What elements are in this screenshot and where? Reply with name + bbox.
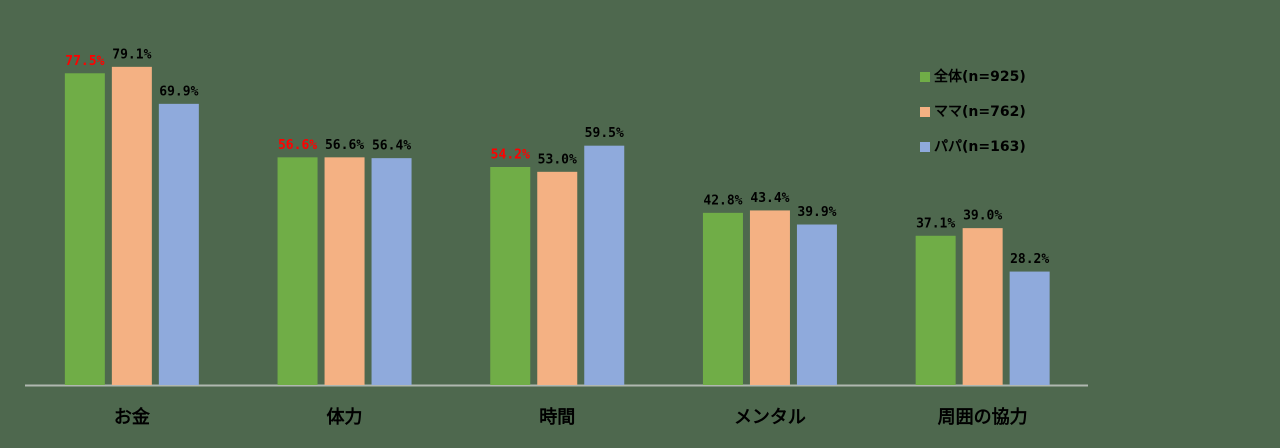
- bar: [490, 166, 531, 385]
- value-label: 39.0%: [963, 209, 1002, 224]
- value-label: 56.6%: [278, 138, 317, 153]
- value-label: 69.9%: [159, 84, 198, 99]
- bar: [962, 228, 1003, 385]
- value-label: 54.2%: [491, 147, 530, 162]
- bar: [1009, 271, 1050, 385]
- bar: [64, 73, 105, 386]
- value-label: 28.2%: [1010, 252, 1049, 267]
- value-label: 37.1%: [916, 216, 955, 231]
- bar: [915, 235, 956, 385]
- bar: [796, 224, 837, 385]
- value-label: 56.4%: [372, 139, 411, 154]
- value-label: 79.1%: [112, 47, 151, 62]
- bar: [111, 66, 152, 385]
- x-tick-label: 体力: [327, 406, 363, 428]
- x-tick-label: 時間: [539, 407, 575, 428]
- value-label: 53.0%: [538, 152, 577, 167]
- value-label: 77.5%: [65, 54, 104, 69]
- bar: [749, 210, 790, 385]
- x-tick-label: 周囲の協力: [938, 406, 1028, 428]
- legend-label: パパ(n=163): [934, 139, 1026, 155]
- bar: [324, 157, 365, 385]
- bar: [158, 103, 199, 385]
- legend-swatch: [920, 107, 930, 117]
- x-tick-label: お金: [114, 406, 151, 428]
- bar: [277, 157, 318, 385]
- x-tick-label: メンタル: [734, 407, 806, 428]
- bar: [702, 212, 743, 385]
- bar: [537, 171, 578, 385]
- value-label: 39.9%: [797, 205, 836, 220]
- bar: [371, 158, 412, 385]
- value-label: 43.4%: [750, 191, 789, 206]
- value-label: 42.8%: [703, 193, 742, 208]
- legend-label: 全体(n=925): [933, 68, 1026, 85]
- legend-swatch: [920, 142, 930, 152]
- legend-swatch: [920, 72, 930, 82]
- value-label: 59.5%: [585, 126, 624, 141]
- legend-label: ママ(n=762): [934, 104, 1026, 120]
- value-label: 56.6%: [325, 138, 364, 153]
- bar: [584, 145, 625, 385]
